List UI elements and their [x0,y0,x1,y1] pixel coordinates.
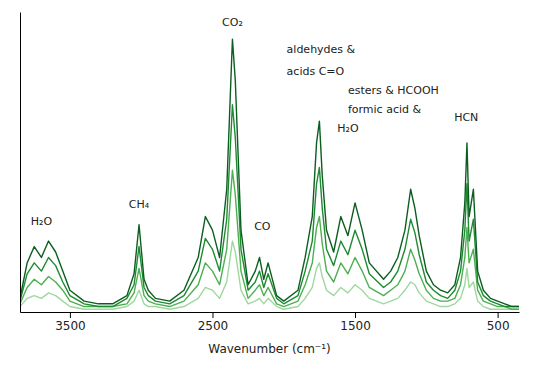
x-tick-label: 500 [487,319,510,333]
x-tick-mark [212,312,213,318]
annotation: H₂O [337,122,359,135]
x-tick-label: 1500 [340,319,371,333]
spectrum-line [20,105,519,307]
x-tick: 1500 [340,312,371,333]
x-tick: 2500 [198,312,229,333]
spectra [20,39,519,309]
annotation: H₂O [31,215,53,228]
x-tick-mark [355,312,356,318]
x-tick-label: 2500 [198,319,229,333]
chart: 3500 2500 1500 500 H₂O CH₄ CO₂ CO aldehydes & aci… [0,0,534,365]
annotation: aldehydes & [287,43,356,56]
x-axis: 3500 2500 1500 500 [21,312,520,333]
annotation: HCN [454,111,478,124]
x-tick-mark [498,312,499,318]
plot: 3500 2500 1500 500 H₂O CH₄ CO₂ CO aldehydes & aci… [20,13,520,333]
y-axis [20,13,21,313]
x-tick: 3500 [55,312,86,333]
x-tick: 500 [487,312,510,333]
x-tick-mark [70,312,71,318]
spectrum-line [20,241,519,309]
y-axis-line [20,13,21,313]
annotation: CH₄ [129,198,150,211]
annotation: CO [254,220,271,233]
annotation: formic acid & [348,103,422,116]
x-axis-line [21,312,520,313]
annotations: H₂O CH₄ CO₂ CO aldehydes & acids C=Oesters & … [31,16,479,234]
spectrum-line [20,170,519,309]
annotation: acids C=O [287,65,345,78]
spectrum-line [20,39,519,306]
x-tick-label: 3500 [55,319,86,333]
annotation: esters & HCOOH [348,84,439,97]
annotation: CO₂ [222,16,243,29]
x-axis-title: Wavenumber (cm⁻¹) [208,342,330,356]
